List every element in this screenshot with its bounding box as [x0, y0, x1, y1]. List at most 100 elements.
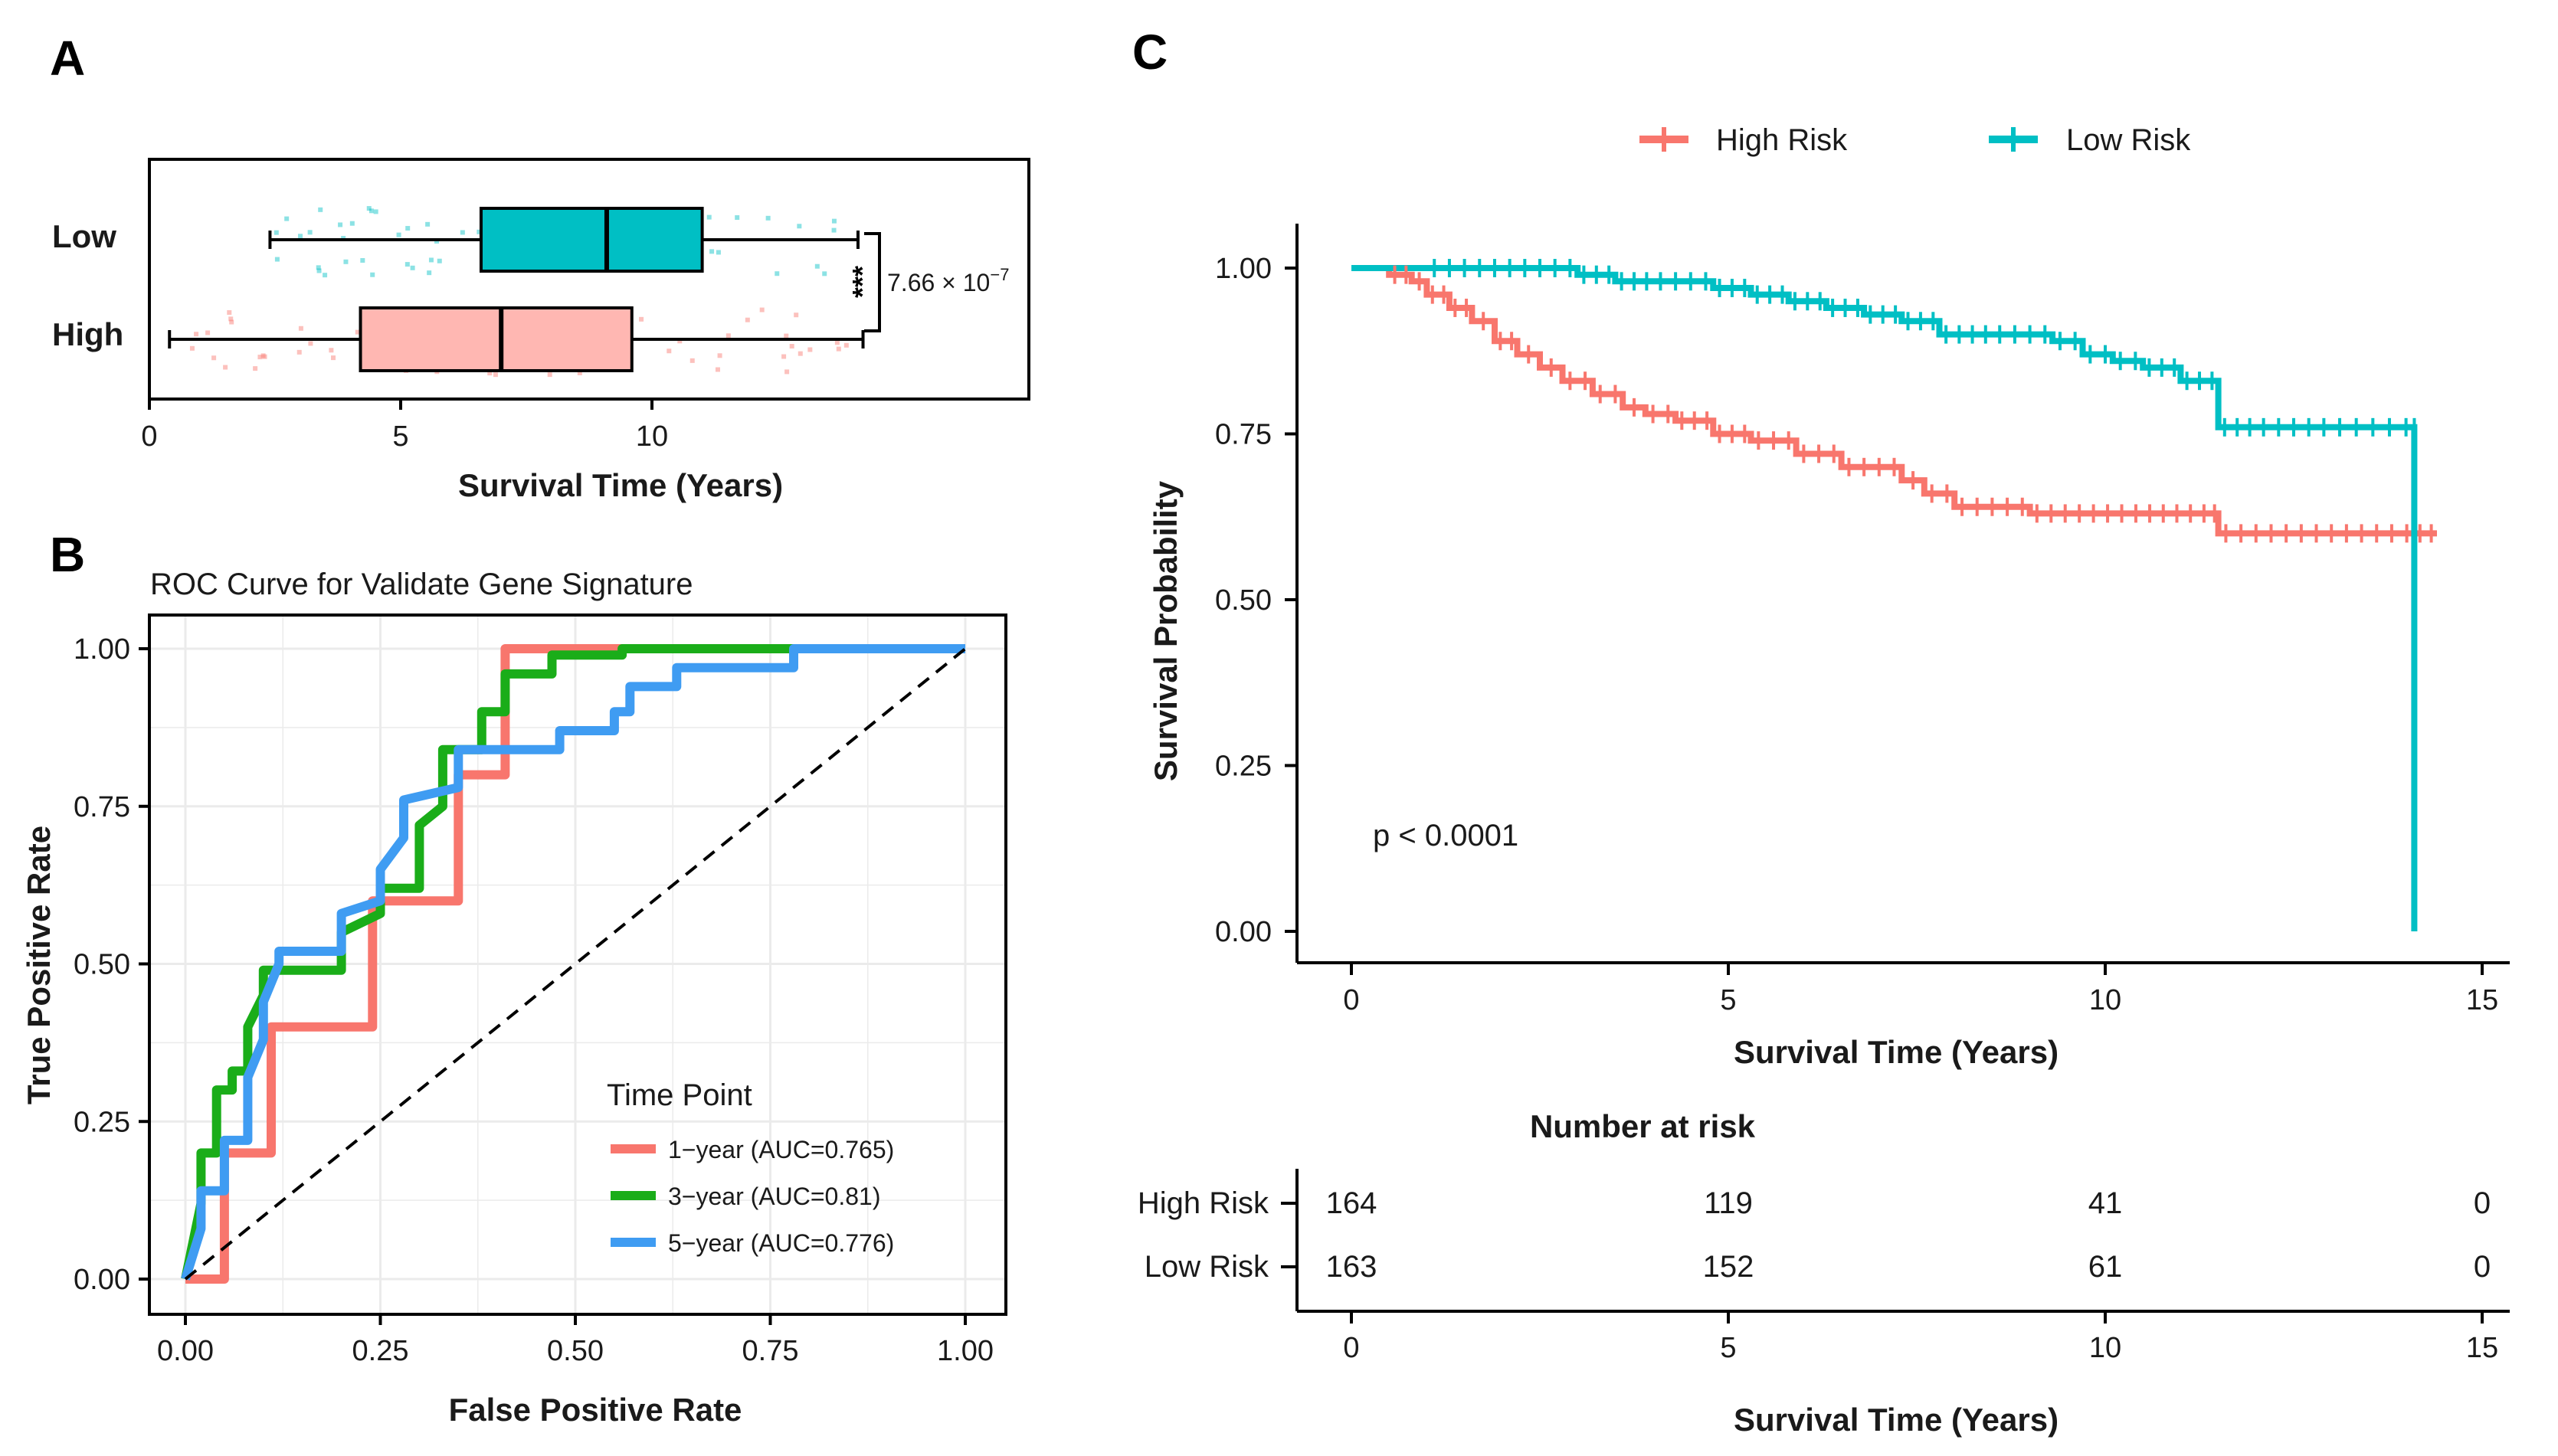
- jitter-point: [706, 214, 712, 220]
- jitter-point: [477, 229, 482, 234]
- jitter-point: [745, 317, 750, 322]
- jitter-point: [794, 312, 799, 318]
- jitter-point: [834, 340, 840, 345]
- risk-x-ticks: 0 5 10 15: [1343, 1311, 2498, 1364]
- jitter-point: [715, 367, 720, 372]
- jitter-point: [547, 372, 552, 378]
- y-tick-label: 0.25: [74, 1106, 130, 1138]
- legend-label-3year: 3−year (AUC=0.81): [668, 1183, 880, 1210]
- y-tick-label: 1.00: [74, 633, 130, 666]
- jitter-point: [798, 351, 803, 356]
- risk-x-axis-title: Survival Time (Years): [1734, 1402, 2059, 1438]
- jitter-point: [273, 230, 279, 235]
- risk-cell: 152: [1703, 1250, 1754, 1284]
- jitter-point: [831, 227, 837, 233]
- risk-cell: 0: [2474, 1250, 2491, 1284]
- jitter-point: [716, 250, 721, 255]
- axis-ticks: 0 5 10 15 0.00 0.25 0.50 0.75 1.00: [1215, 253, 2498, 1016]
- jitter-point: [229, 319, 234, 325]
- panel-b-roc: 0.00 0.25 0.50 0.75 1.00 0.00 0.25 0.50 0.75 1.00…: [21, 613, 1007, 1428]
- risk-row-label-high: High Risk: [1138, 1186, 1269, 1220]
- risk-cells: 164 119 41 0 163 152 61 0: [1326, 1186, 2491, 1284]
- p-value-label: 7.66 × 10−7: [887, 265, 1009, 296]
- jitter-point: [370, 272, 375, 277]
- jitter-point: [262, 354, 267, 359]
- jitter-point: [355, 329, 360, 335]
- jitter-point: [667, 348, 672, 354]
- km-curve-high-risk: [1351, 265, 2437, 537]
- km-legend: High Risk Low Risk: [1639, 123, 2191, 157]
- jitter-point: [428, 257, 434, 263]
- jitter-point: [487, 371, 493, 376]
- jitter-point: [194, 332, 199, 337]
- km-curve-low-risk: [1351, 265, 2418, 931]
- jitter-point: [284, 216, 290, 221]
- panel-a-frame: [148, 158, 1030, 401]
- legend-label-low-risk: Low Risk: [2066, 123, 2191, 157]
- x-tick-label: 5: [1720, 984, 1736, 1016]
- jitter-point: [331, 355, 336, 361]
- jitter-point: [189, 345, 195, 351]
- y-axis-title: Survival Probability: [1148, 480, 1184, 781]
- jitter-point: [316, 268, 322, 273]
- x-tick-label: 0.50: [547, 1335, 604, 1367]
- jitter-point: [765, 215, 771, 221]
- jitter-point: [836, 346, 841, 352]
- jitter-point: [843, 342, 849, 348]
- jitter-point: [807, 347, 813, 352]
- risk-cell: 163: [1326, 1250, 1377, 1284]
- jitter-point: [360, 258, 365, 263]
- jitter-point: [308, 341, 313, 346]
- category-label-low: Low: [52, 218, 116, 254]
- y-tick-label: 0.50: [74, 949, 130, 981]
- jitter-point: [274, 257, 280, 262]
- jitter-point: [260, 353, 266, 358]
- jitter-point: [373, 209, 378, 214]
- x-tick-label: 0.25: [352, 1335, 409, 1367]
- jitter-point: [775, 271, 780, 276]
- y-tick-label: 0.00: [74, 1264, 130, 1296]
- panel-c-km: 0 5 10 15 0.00 0.25 0.50 0.75 1.00 p < 0.0001 Su…: [1148, 224, 2510, 1070]
- p-value-text: p < 0.0001: [1373, 819, 1518, 852]
- jitter-point: [349, 221, 355, 226]
- jitter-point: [577, 370, 582, 375]
- box-low: [479, 207, 704, 273]
- x-tick-label: 0: [141, 420, 157, 453]
- jitter-point: [253, 366, 258, 371]
- jitter-point: [425, 221, 431, 227]
- risk-cell: 61: [2088, 1250, 2123, 1284]
- category-label-high: High: [52, 316, 123, 352]
- box-high: [359, 306, 634, 372]
- roc-curve-5year: [181, 644, 965, 1281]
- jitter-point: [307, 230, 313, 235]
- legend-label-high-risk: High Risk: [1716, 123, 1848, 157]
- jitter-point: [822, 271, 827, 276]
- x-tick-label: 15: [2466, 984, 2498, 1016]
- jitter-point: [725, 333, 731, 339]
- x-tick-label: 0.75: [742, 1335, 799, 1367]
- jitter-point: [404, 262, 410, 267]
- roc-title: ROC Curve for Validate Gene Signature: [150, 568, 693, 601]
- jitter-point: [689, 358, 695, 363]
- jitter-point: [410, 265, 415, 270]
- risk-cell: 164: [1326, 1186, 1377, 1220]
- survival-curves: [1351, 265, 2437, 931]
- jitter-point: [338, 222, 343, 227]
- jitter-point: [227, 310, 232, 316]
- x-tick-label: 0: [1343, 1332, 1359, 1364]
- jitter-point: [797, 224, 802, 229]
- jitter-point: [405, 226, 411, 231]
- axis-ticks: 0.00 0.25 0.50 0.75 1.00 0.00 0.25 0.50 0.75 1.00: [74, 633, 994, 1367]
- jitter-point: [343, 259, 349, 264]
- jitter-point: [735, 215, 740, 221]
- y-tick-label: 0.00: [1215, 916, 1272, 948]
- jitter-point: [205, 330, 211, 335]
- jitter-point: [323, 273, 328, 278]
- y-tick-label: 0.25: [1215, 751, 1272, 783]
- legend-label-1year: 1−year (AUC=0.765): [668, 1136, 894, 1163]
- x-axis-title: Survival Time (Years): [458, 467, 783, 503]
- jitter-point: [228, 316, 234, 322]
- significance-bracket: [864, 232, 881, 332]
- y-tick-label: 0.75: [1215, 419, 1272, 451]
